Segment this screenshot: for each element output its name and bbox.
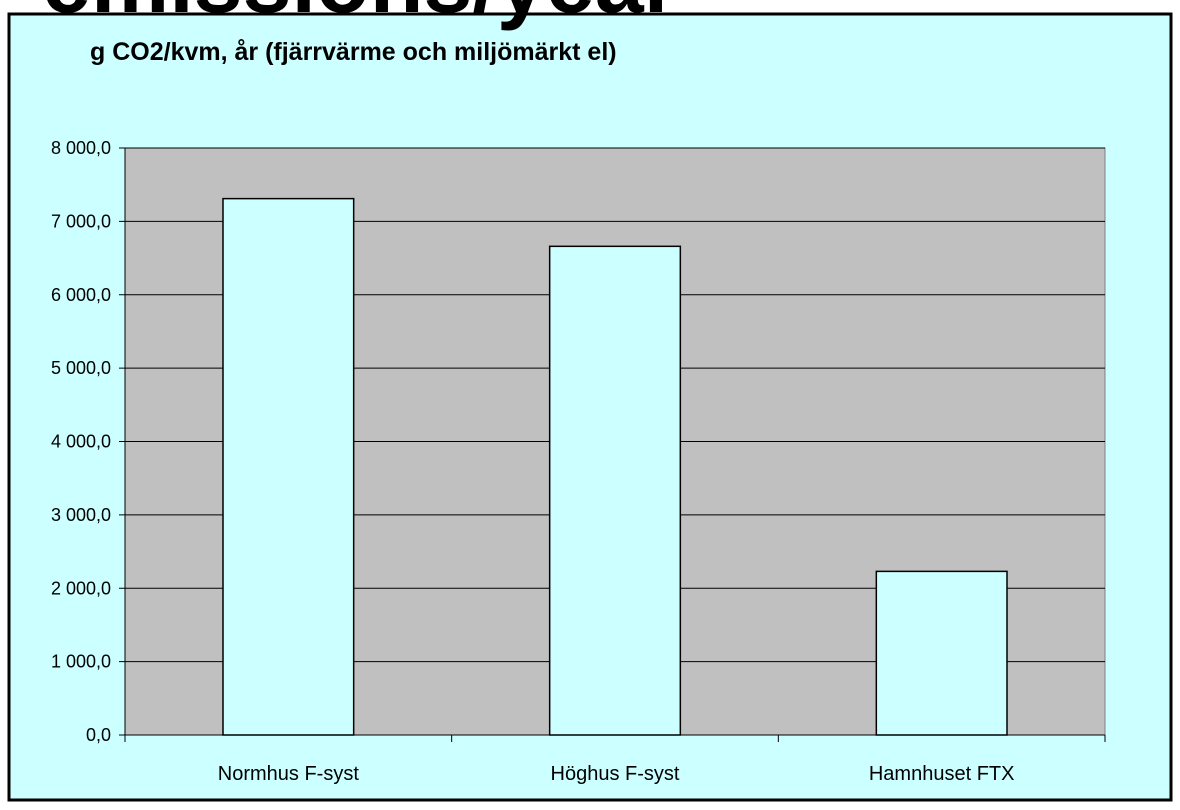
chart-title: g CO2/kvm, år (fjärrvärme och miljömärkt… <box>90 38 617 66</box>
x-tick-label: Hamnhuset FTX <box>869 763 1015 785</box>
x-tick-label: Normhus F-syst <box>218 763 360 785</box>
bar <box>548 245 682 736</box>
y-tick-label: 0,0 <box>86 725 111 745</box>
y-tick-label: 4 000,0 <box>51 432 111 452</box>
y-tick-label: 3 000,0 <box>51 505 111 525</box>
y-tick-label: 5 000,0 <box>51 358 111 378</box>
y-tick-label: 6 000,0 <box>51 285 111 305</box>
heading: emissions/year <box>42 0 678 31</box>
y-tick-label: 7 000,0 <box>51 211 111 231</box>
bar <box>875 570 1008 736</box>
bar <box>222 197 355 736</box>
y-tick-label: 8 000,0 <box>51 138 111 158</box>
x-tick-label: Höghus F-syst <box>551 763 680 785</box>
y-tick-label: 1 000,0 <box>51 652 111 672</box>
y-tick-label: 2 000,0 <box>51 578 111 598</box>
